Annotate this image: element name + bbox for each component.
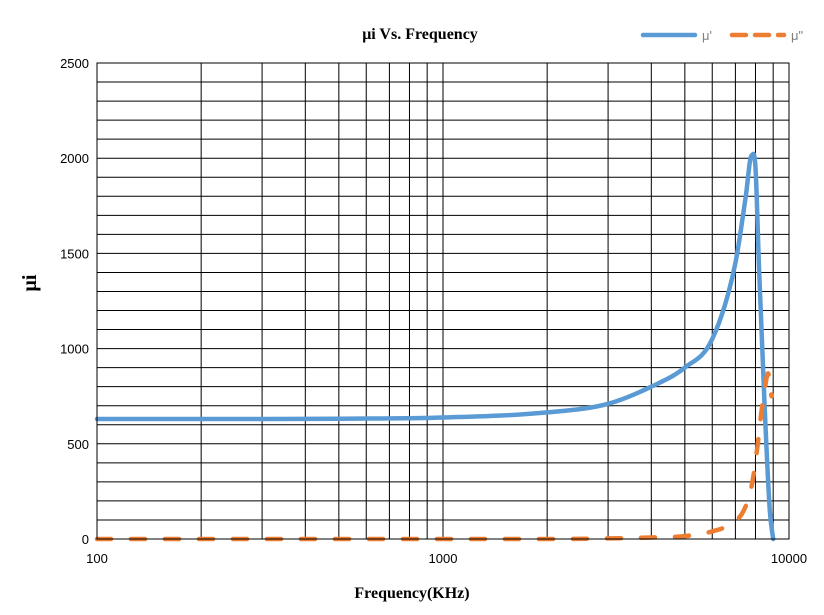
y-tick-label: 1000 xyxy=(60,342,89,357)
legend-label-mu-double-prime: μ" xyxy=(791,28,803,43)
legend: μ' μ" xyxy=(640,28,803,43)
series-lines xyxy=(94,151,776,542)
plot-area-frame xyxy=(96,62,790,540)
x-tick-label: 100 xyxy=(86,551,108,566)
x-tick-label: 1000 xyxy=(429,551,458,566)
tick-labels: 0 500 1000 1500 2000 2500 100 1000 10000 xyxy=(60,56,807,566)
series-line-mu-prime xyxy=(94,151,776,542)
y-tick-label: 2000 xyxy=(60,151,89,166)
y-axis-label: μi xyxy=(19,274,41,291)
x-axis-label: Frequency(KHz) xyxy=(354,585,469,602)
chart-title: μi Vs. Frequency xyxy=(362,26,478,43)
gridlines xyxy=(96,62,789,540)
y-tick-label: 1500 xyxy=(60,246,89,261)
y-tick-label: 500 xyxy=(67,437,89,452)
y-tick-label: 2500 xyxy=(60,56,89,71)
y-tick-label: 0 xyxy=(82,532,89,547)
x-tick-label: 10000 xyxy=(771,551,807,566)
series-line-mu-double-prime xyxy=(94,371,774,542)
legend-label-mu-prime: μ' xyxy=(702,28,712,43)
